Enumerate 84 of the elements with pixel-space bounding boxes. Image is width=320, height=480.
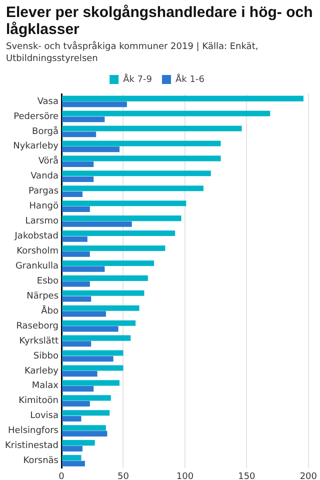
bar xyxy=(62,221,132,227)
y-tick-label: Åbo xyxy=(41,304,59,316)
bar xyxy=(62,326,118,332)
bar xyxy=(62,320,136,326)
x-tick-label: 200 xyxy=(300,472,318,480)
bar xyxy=(62,341,92,347)
y-tick-label: Korsholm xyxy=(16,246,59,257)
bar xyxy=(62,296,92,302)
chart-title: Elever per skolgångshandledare i hög- och lågklasser xyxy=(6,4,314,38)
y-tick-label: Karleby xyxy=(24,366,60,376)
bar xyxy=(62,191,82,197)
bar xyxy=(62,140,221,146)
y-tick-label: Kimitoön xyxy=(18,396,59,406)
bar xyxy=(62,416,82,422)
bar xyxy=(62,206,90,212)
x-tick-label: 0 xyxy=(58,472,65,480)
bar xyxy=(62,260,154,266)
bar xyxy=(62,156,221,162)
bar xyxy=(62,116,105,122)
legend-label: Åk 1-6 xyxy=(176,72,205,85)
bar xyxy=(62,126,242,132)
bar xyxy=(62,102,127,108)
y-tick-label: Lovisa xyxy=(30,411,59,422)
bar xyxy=(62,216,182,222)
bar xyxy=(62,305,140,311)
bar xyxy=(62,425,106,431)
bar xyxy=(62,266,105,272)
bar xyxy=(62,132,96,138)
bar xyxy=(62,430,108,436)
y-tick-label: Vörå xyxy=(38,156,59,167)
y-tick-label: Kristinestad xyxy=(4,441,59,452)
bar xyxy=(62,395,111,401)
bar xyxy=(62,290,144,296)
bar xyxy=(62,146,120,152)
bar xyxy=(62,176,94,182)
bar xyxy=(62,275,148,281)
bar xyxy=(62,446,82,452)
bar xyxy=(62,170,211,176)
chart-subtitle: Svensk- och tvåspråkiga kommuner 2019 | Källa: Enkät, Utbildningsstyrelsen xyxy=(6,41,260,65)
bar xyxy=(62,356,114,362)
bar xyxy=(62,230,176,236)
y-tick-label: Grankulla xyxy=(15,261,59,272)
bar xyxy=(62,386,94,392)
bar xyxy=(62,440,95,446)
y-tick-label: Korsnäs xyxy=(23,456,59,466)
bar xyxy=(62,380,120,386)
y-tick-label: Jakobstad xyxy=(14,232,59,242)
bar xyxy=(62,311,106,317)
y-tick-label: Esbo xyxy=(36,276,59,286)
y-tick-label: Nykarleby xyxy=(13,142,60,152)
y-tick-label: Vasa xyxy=(37,96,59,107)
bar xyxy=(62,460,85,466)
bar xyxy=(62,110,270,116)
x-tick-label: 150 xyxy=(238,472,256,480)
y-tick-label: Kyrkslätt xyxy=(19,336,59,346)
x-tick-label: 50 xyxy=(118,472,130,480)
y-tick-label: Pargas xyxy=(28,186,59,197)
x-tick-label: 100 xyxy=(176,472,194,480)
y-tick-label: Malax xyxy=(32,381,60,392)
y-tick-label: Raseborg xyxy=(16,321,59,332)
y-tick-label: Pedersöre xyxy=(14,112,59,122)
y-tick-label: Helsingfors xyxy=(8,426,59,436)
bar xyxy=(62,245,166,252)
bar xyxy=(62,200,186,206)
y-tick-label: Närpes xyxy=(26,291,59,302)
bar xyxy=(62,162,94,168)
y-tick-label: Hangö xyxy=(29,202,59,212)
bar xyxy=(62,335,131,341)
legend-label: Åk 7-9 xyxy=(123,72,152,85)
bar xyxy=(62,410,110,416)
bar xyxy=(62,236,88,242)
bar xyxy=(62,350,124,356)
bar xyxy=(62,186,204,192)
bar xyxy=(62,400,90,407)
y-tick-label: Vanda xyxy=(30,172,59,182)
bar xyxy=(62,455,82,461)
bar xyxy=(62,251,90,257)
bar xyxy=(62,365,124,371)
y-tick-label: Borgå xyxy=(32,126,59,137)
bar xyxy=(62,96,304,102)
y-tick-label: Larsmo xyxy=(25,216,59,227)
bar xyxy=(62,371,98,377)
y-tick-label: Sibbo xyxy=(33,351,59,362)
bar xyxy=(62,281,90,287)
